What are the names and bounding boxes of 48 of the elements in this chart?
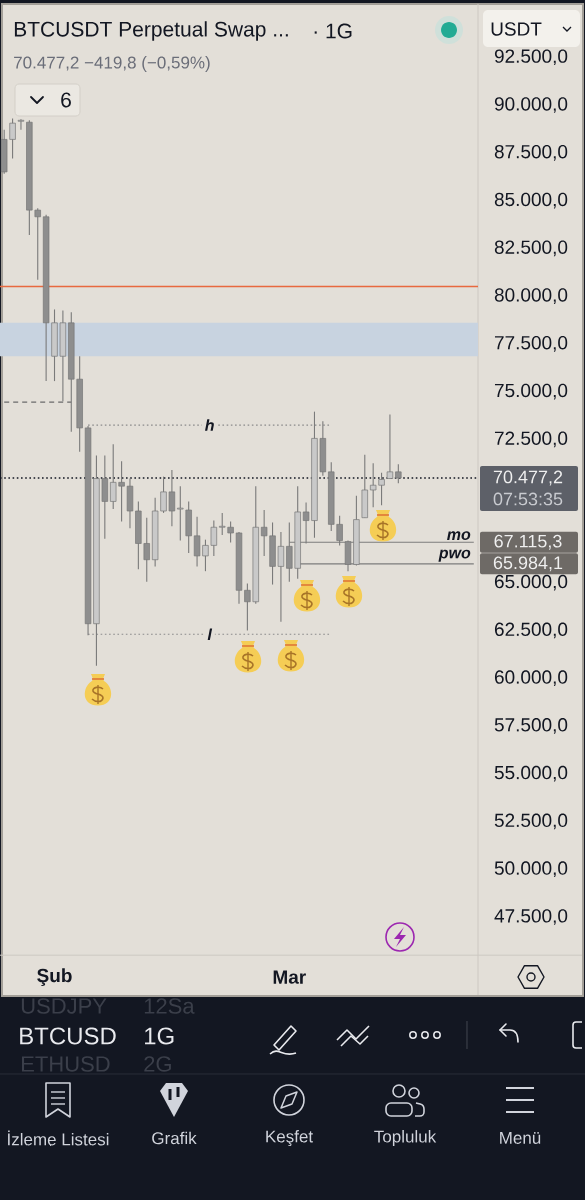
y-tick-label: 87.500,0 <box>494 144 568 161</box>
data-label: 67.115,3 <box>494 534 562 550</box>
y-tick-label: 85.000,0 <box>494 192 568 209</box>
text: 1G <box>145 1027 174 1045</box>
text: USDT <box>491 22 542 36</box>
y-tick-label: 92.500,0 <box>494 49 568 66</box>
series-label: pwo <box>438 549 471 562</box>
y-tick-label: 65.000,0 <box>494 574 568 591</box>
annotation: 6 <box>61 92 71 108</box>
y-tick-label: 57.500,0 <box>494 718 568 734</box>
x-tick-label: Mar <box>273 970 306 984</box>
text: Topluluk <box>374 1130 437 1146</box>
data-label: 65.984,1 <box>493 556 563 572</box>
candlestick <box>369 462 377 508</box>
y-tick-label: 77.500,0 <box>494 335 568 352</box>
candlestick <box>395 463 402 484</box>
y-tick-label: 90.000,0 <box>494 97 568 113</box>
text: BTCUSD <box>20 1027 116 1045</box>
text: Menü <box>500 1132 541 1144</box>
series-label: h <box>205 419 214 431</box>
series-label: mo <box>447 531 471 541</box>
candlestick <box>9 117 16 160</box>
y-tick-label: 60.000,0 <box>494 670 568 687</box>
text: Grafik <box>152 1131 197 1145</box>
candlestick <box>177 485 184 542</box>
candlestick <box>17 118 25 131</box>
candlestick <box>210 520 218 557</box>
text: Keşfet <box>266 1130 313 1146</box>
candlestick <box>378 472 385 506</box>
y-tick-label: 82.500,0 <box>494 240 568 257</box>
y-tick-label: 72.500,0 <box>494 431 568 448</box>
x-tick-label: Şub <box>37 968 72 987</box>
text: BTCUSDT Perpetual Swap ... <box>14 21 288 41</box>
annotation: · 1G <box>314 23 352 39</box>
candlestick <box>386 413 394 480</box>
y-tick-label: 62.500,0 <box>494 622 568 639</box>
y-tick-label: 50.000,0 <box>494 861 568 878</box>
ref-line-label: 70.477,2 <box>493 470 563 486</box>
candlestick <box>260 509 268 557</box>
text: 07:53:35 <box>493 492 563 506</box>
text: İzleme Listesi <box>8 1130 109 1146</box>
y-tick-label: 52.500,0 <box>494 813 568 830</box>
y-tick-label: 75.000,0 <box>494 383 568 400</box>
y-tick-label: 47.500,0 <box>494 909 568 925</box>
text: 70.477,2 −419,8 (−0,59%) <box>14 56 210 72</box>
y-tick-label: 55.000,0 <box>494 765 568 782</box>
series-label: l <box>207 628 213 641</box>
y-tick-label: 80.000,0 <box>494 288 568 304</box>
